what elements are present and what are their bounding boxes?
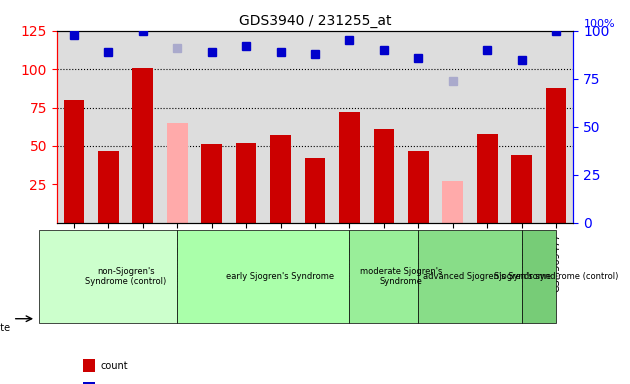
Bar — [64, 100, 84, 223]
Bar — [98, 151, 118, 223]
Bar — [40, 230, 177, 323]
Bar — [522, 230, 556, 323]
Bar — [236, 143, 256, 223]
Bar — [202, 144, 222, 223]
Title: GDS3940 / 231255_at: GDS3940 / 231255_at — [239, 14, 391, 28]
Text: advanced Sjogren's Syndrome: advanced Sjogren's Syndrome — [423, 272, 551, 281]
Bar — [305, 158, 325, 223]
Text: count: count — [101, 361, 129, 371]
Bar — [374, 129, 394, 223]
Bar — [177, 230, 350, 323]
Text: non-Sjogren's
Syndrome (control): non-Sjogren's Syndrome (control) — [85, 267, 166, 286]
Bar — [408, 151, 428, 223]
Bar — [442, 181, 463, 223]
Bar — [270, 135, 291, 223]
Bar — [546, 88, 566, 223]
Bar — [350, 230, 418, 323]
Bar — [339, 112, 360, 223]
Bar — [83, 382, 96, 384]
Bar — [132, 68, 153, 223]
Text: disease state: disease state — [0, 323, 10, 333]
Bar — [477, 134, 498, 223]
Text: Sjogren's synd rome (control): Sjogren's synd rome (control) — [494, 272, 618, 281]
Text: moderate Sjogren's
Syndrome: moderate Sjogren's Syndrome — [360, 267, 442, 286]
Bar — [418, 230, 522, 323]
Text: 100%: 100% — [583, 19, 616, 29]
Bar — [512, 155, 532, 223]
Text: early Sjogren's Syndrome: early Sjogren's Syndrome — [227, 272, 335, 281]
Bar — [83, 359, 96, 372]
Bar — [167, 123, 188, 223]
